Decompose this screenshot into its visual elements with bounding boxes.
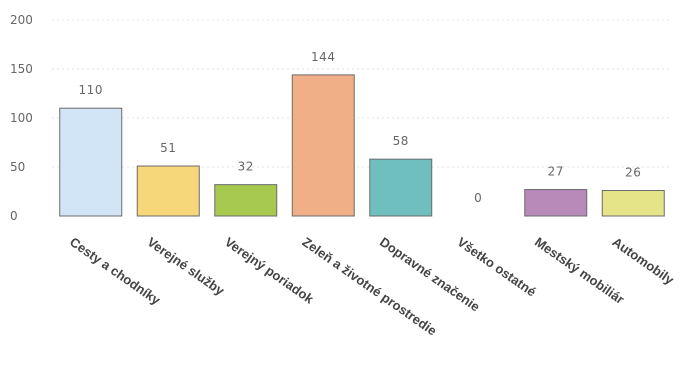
data-labels: 110 51 32 144 58 0 27 26 bbox=[79, 50, 641, 205]
data-label: 26 bbox=[625, 166, 641, 180]
data-label: 144 bbox=[311, 50, 335, 64]
data-label: 0 bbox=[474, 191, 482, 205]
data-label: 32 bbox=[238, 160, 254, 174]
bar[interactable] bbox=[524, 189, 588, 217]
data-label: 51 bbox=[160, 141, 176, 155]
bar[interactable] bbox=[369, 158, 433, 217]
y-tick-label: 0 bbox=[10, 209, 18, 223]
bars bbox=[59, 74, 665, 217]
bar[interactable] bbox=[59, 107, 123, 217]
bar[interactable] bbox=[214, 184, 278, 217]
x-tick-label: Zeleň a životné prostredie bbox=[300, 234, 440, 338]
bar[interactable] bbox=[291, 74, 355, 217]
x-tick-label: Všetko ostatné bbox=[455, 234, 539, 299]
data-label: 58 bbox=[393, 134, 409, 148]
data-label: 27 bbox=[548, 165, 564, 179]
y-tick-label: 100 bbox=[10, 111, 33, 125]
data-label: 110 bbox=[79, 83, 103, 97]
y-tick-label: 200 bbox=[10, 13, 33, 27]
x-tick-label: Automobily bbox=[610, 234, 678, 288]
bar[interactable] bbox=[136, 165, 200, 217]
y-axis-ticks: 0 50 100 150 200 bbox=[10, 13, 33, 223]
bar[interactable] bbox=[601, 190, 665, 217]
y-tick-label: 50 bbox=[10, 160, 25, 174]
x-tick-label: Verejné služby bbox=[145, 234, 228, 299]
gridlines bbox=[52, 19, 672, 168]
y-tick-label: 150 bbox=[10, 62, 33, 76]
